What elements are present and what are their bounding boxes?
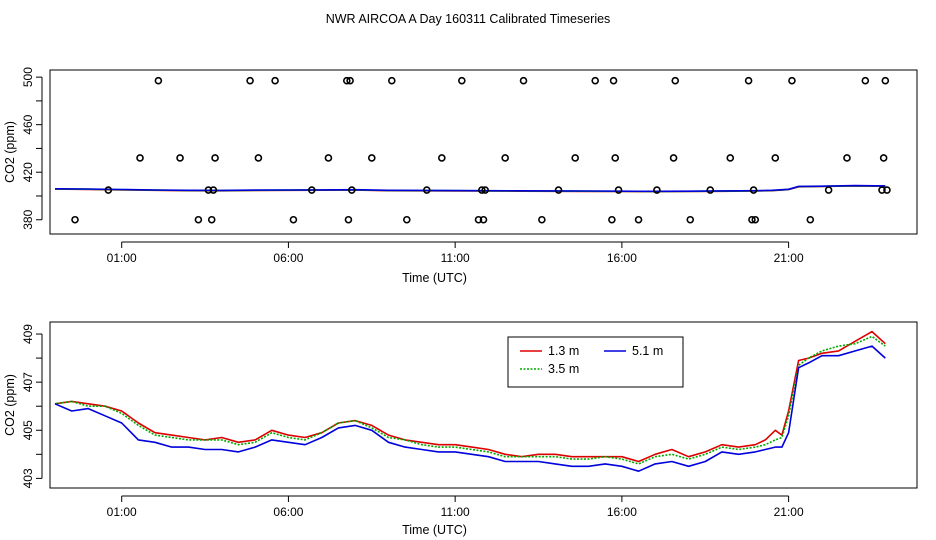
calibration-point — [653, 186, 661, 194]
calibration-point — [744, 76, 753, 85]
calibration-point — [671, 76, 680, 85]
calibration-point — [136, 154, 144, 162]
calibration-point — [824, 186, 833, 194]
calibration-point — [571, 154, 580, 162]
calibration-point — [387, 76, 396, 85]
series-5-1--line — [54, 345, 886, 472]
calibration-point — [614, 186, 623, 194]
calibration-point — [423, 186, 431, 194]
y-tick-label: 407 — [21, 372, 35, 392]
calibration-point — [883, 186, 891, 194]
panel-bottom-ambient-lines: 01:00 06:00 11:00 16:00 21:00 Time (UTC) 403 40… — [3, 321, 918, 537]
x-tick-label: 21:00 — [774, 251, 804, 265]
x-tick-label: 06:00 — [273, 505, 303, 519]
calibration-point — [324, 154, 333, 162]
calibration-point — [307, 186, 316, 194]
calibration-point — [634, 215, 643, 224]
calibration-point — [479, 215, 488, 224]
legend-label: 5.1 m — [632, 344, 663, 358]
calibration-point — [289, 215, 298, 224]
y-tick-label: 380 — [21, 209, 35, 229]
calibration-point — [843, 154, 851, 162]
series-1-3--line — [54, 330, 886, 463]
x-axis-title: Time (UTC) — [402, 523, 467, 537]
calibration-point — [347, 186, 356, 194]
calibration-point — [519, 76, 528, 85]
calibration-point — [154, 76, 163, 85]
calibration-point — [501, 154, 509, 162]
legend-box — [507, 336, 684, 388]
calibration-point — [788, 76, 796, 85]
y-axis-title: CO2 (ppm) — [3, 374, 17, 436]
plot-frame — [49, 321, 918, 489]
calibration-point — [204, 186, 213, 194]
calibration-point — [209, 186, 218, 194]
calibration-point — [878, 186, 886, 194]
calibration-point — [771, 154, 780, 162]
calibration-point — [554, 186, 563, 194]
y-tick-label: 409 — [21, 324, 35, 344]
calibration-point — [591, 76, 600, 85]
legend: 1.3 m 5.1 m 3.5 m — [507, 336, 684, 388]
calibration-point — [686, 215, 695, 224]
calibration-point — [608, 215, 616, 224]
calibration-point — [879, 154, 888, 162]
calibration-point — [438, 154, 446, 162]
y-tick-label: 403 — [21, 468, 35, 488]
calibration-point — [342, 76, 351, 85]
x-tick-label: 06:00 — [273, 251, 303, 265]
trace-5-1m — [54, 184, 886, 193]
calibration-point — [706, 186, 715, 194]
legend-label: 3.5 m — [548, 362, 579, 376]
chart-title: NWR AIRCOA A Day 160311 Calibrated Times… — [326, 12, 611, 26]
x-tick-label: 01:00 — [107, 505, 137, 519]
plot-frame — [49, 69, 918, 235]
calibration-point — [194, 215, 203, 224]
y-tick-label: 500 — [21, 67, 35, 87]
legend-label: 1.3 m — [548, 344, 579, 358]
calibration-point — [271, 76, 279, 85]
calibration-point — [254, 154, 263, 162]
y-tick-label: 405 — [21, 420, 35, 440]
calibration-point — [669, 154, 678, 162]
series-3-5--line — [54, 335, 886, 465]
calibration-point — [538, 215, 546, 224]
panel-top-calibrated-scatter: 01:00 06:00 11:00 16:00 21:00 Time (UTC) 380 42… — [3, 67, 918, 285]
calibration-point — [474, 215, 483, 224]
x-tick-label: 16:00 — [607, 505, 637, 519]
x-tick-label: 11:00 — [441, 505, 470, 519]
calibration-point — [176, 154, 184, 162]
calibration-point — [481, 186, 489, 194]
calibration-point — [726, 154, 735, 162]
y-tick-label: 460 — [21, 114, 35, 134]
calibration-point — [749, 186, 758, 194]
calibration-point — [881, 76, 890, 85]
calibration-point — [104, 186, 113, 194]
calibration-point — [211, 154, 219, 162]
calibration-point — [609, 76, 618, 85]
x-tick-label: 16:00 — [607, 251, 637, 265]
calibration-point — [344, 215, 353, 224]
y-axis-title: CO2 (ppm) — [3, 121, 17, 183]
calibration-point — [367, 154, 376, 162]
x-tick-label: 11:00 — [441, 251, 470, 265]
calibration-point — [207, 215, 216, 224]
calibration-point — [458, 76, 466, 85]
x-tick-label: 21:00 — [774, 505, 804, 519]
calibration-point — [748, 215, 756, 224]
calibration-point — [751, 215, 760, 224]
calibration-point — [246, 76, 254, 85]
calibration-point — [478, 186, 486, 194]
x-axis-title: Time (UTC) — [402, 271, 467, 285]
calibration-point — [403, 215, 411, 224]
x-tick-label: 01:00 — [107, 251, 137, 265]
y-tick-label: 420 — [21, 162, 35, 182]
calibration-point — [806, 215, 815, 224]
calibration-point — [71, 215, 79, 224]
calibration-point — [611, 154, 620, 162]
calibration-point — [861, 76, 870, 85]
calibration-point — [346, 76, 354, 85]
